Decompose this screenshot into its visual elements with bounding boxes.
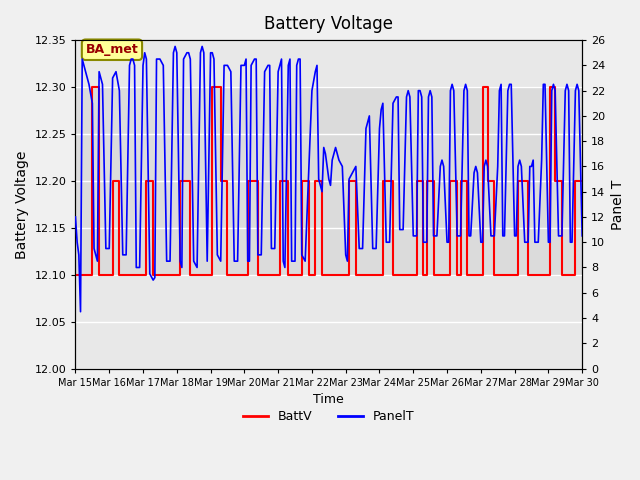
- X-axis label: Time: Time: [314, 393, 344, 406]
- Legend: BattV, PanelT: BattV, PanelT: [238, 405, 419, 428]
- Title: Battery Voltage: Battery Voltage: [264, 15, 394, 33]
- Y-axis label: Panel T: Panel T: [611, 179, 625, 229]
- Text: BA_met: BA_met: [86, 43, 138, 56]
- Bar: [76, 87, 582, 275]
- Y-axis label: Battery Voltage: Battery Voltage: [15, 150, 29, 259]
